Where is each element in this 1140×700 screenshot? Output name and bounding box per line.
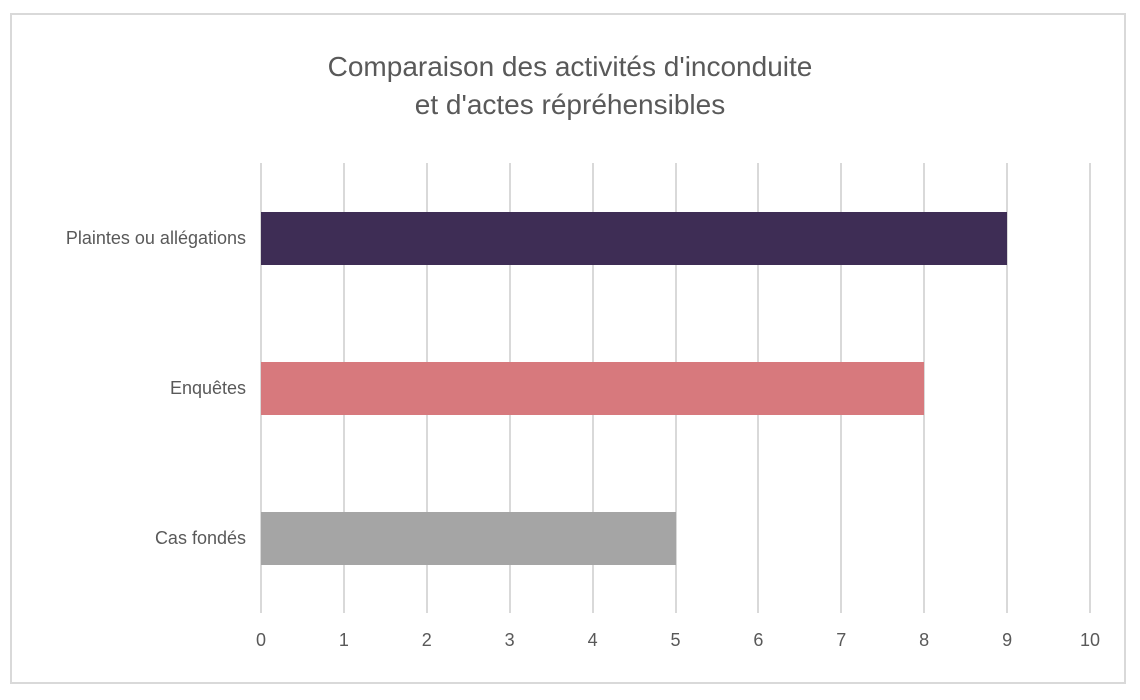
bar-2 xyxy=(261,511,676,565)
gridline-x-8 xyxy=(923,163,926,613)
chart-title: Comparaison des activités d'inconduite e… xyxy=(0,48,1140,124)
plot-area xyxy=(260,163,1091,613)
x-tick-label-3: 3 xyxy=(504,630,515,650)
x-tick-label-1: 1 xyxy=(338,630,349,650)
bar-0 xyxy=(261,211,1008,265)
chart-frame xyxy=(10,13,1126,684)
x-tick-label-2: 2 xyxy=(421,630,432,650)
x-tick-label-7: 7 xyxy=(836,630,847,650)
x-tick-label-0: 0 xyxy=(255,630,266,650)
x-tick-label-5: 5 xyxy=(670,630,681,650)
chart-title-line-1: Comparaison des activités d'inconduite xyxy=(327,51,813,82)
gridline-x-10 xyxy=(1089,163,1091,613)
chart-title-line-2: et d'actes répréhensibles xyxy=(414,89,726,120)
category-label-1: Enquêtes xyxy=(169,377,246,398)
category-axis: Plaintes ou allégations Enquêtes Cas fondé… xyxy=(0,163,246,613)
bar-1 xyxy=(261,361,925,415)
x-tick-label-9: 9 xyxy=(1002,630,1013,650)
gridline-x-9 xyxy=(1006,163,1009,613)
x-tick-label-6: 6 xyxy=(753,630,764,650)
category-label-0: Plaintes ou allégations xyxy=(65,227,246,248)
x-tick-label-10: 10 xyxy=(1079,630,1101,650)
x-tick-label-4: 4 xyxy=(587,630,598,650)
value-axis: 0 1 2 3 4 5 6 7 8 9 10 xyxy=(0,630,1140,656)
category-label-2: Cas fondés xyxy=(154,527,246,548)
x-tick-label-8: 8 xyxy=(919,630,930,650)
